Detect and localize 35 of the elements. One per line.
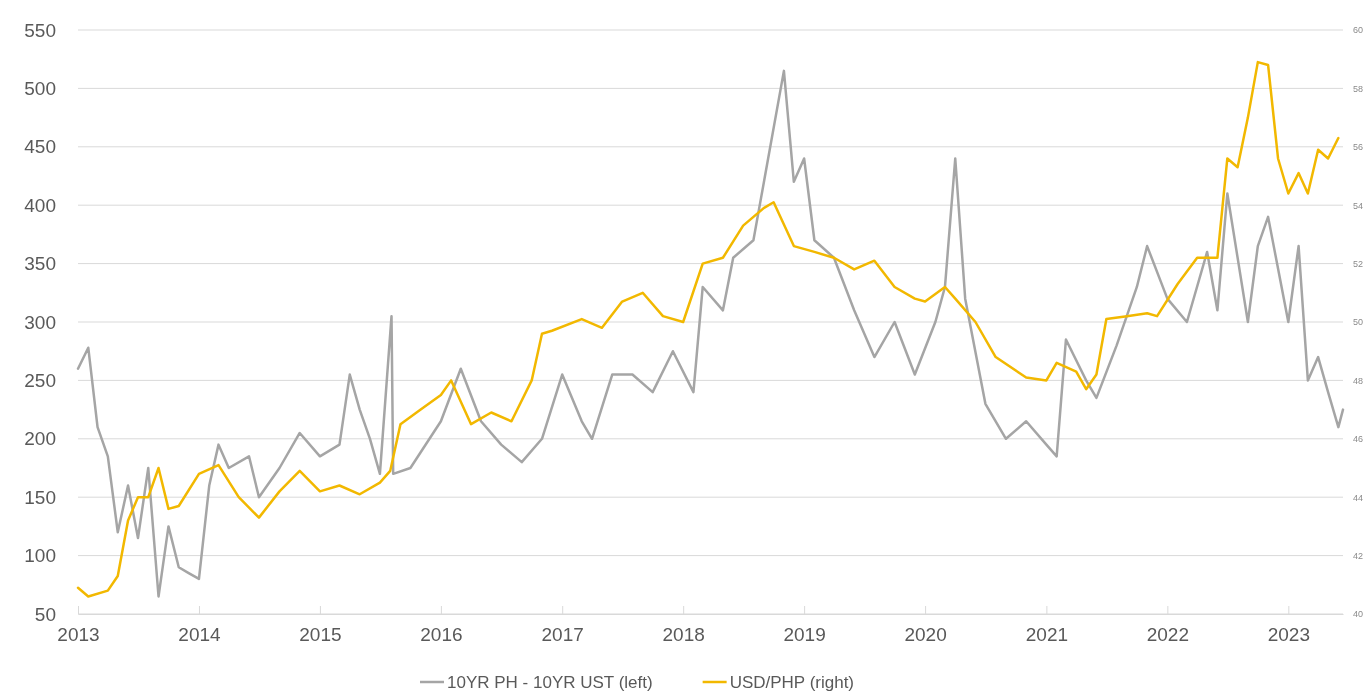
y2-tick-label: 60 bbox=[1353, 25, 1364, 36]
y2-tick-label: 52 bbox=[1353, 258, 1364, 269]
y2-tick-label: 48 bbox=[1353, 375, 1364, 386]
x-tick-label: 2013 bbox=[57, 624, 100, 646]
y-tick-label: 200 bbox=[24, 428, 56, 450]
y2-tick-label: 46 bbox=[1353, 434, 1364, 445]
x-tick-label: 2022 bbox=[1146, 624, 1189, 646]
y-tick-label: 350 bbox=[24, 253, 56, 275]
y2-tick-label: 54 bbox=[1353, 200, 1364, 211]
x-tick-label: 2015 bbox=[299, 624, 342, 646]
legend-label: USD/PHP (right) bbox=[729, 673, 855, 692]
y2-tick-label: 42 bbox=[1353, 550, 1364, 561]
y-tick-label: 300 bbox=[24, 311, 56, 333]
y2-tick-label: 40 bbox=[1353, 609, 1364, 620]
y2-tick-label: 58 bbox=[1353, 83, 1364, 94]
x-tick-label: 2023 bbox=[1267, 624, 1310, 646]
x-tick-label: 2021 bbox=[1025, 624, 1069, 646]
y-tick-label: 250 bbox=[24, 369, 56, 391]
y-tick-label: 100 bbox=[24, 545, 56, 567]
x-tick-label: 2019 bbox=[783, 624, 826, 646]
y-tick-label: 50 bbox=[34, 603, 56, 625]
y-tick-label: 550 bbox=[24, 19, 56, 41]
y2-tick-label: 44 bbox=[1353, 492, 1364, 503]
y-tick-label: 500 bbox=[24, 77, 56, 99]
y2-tick-label: 56 bbox=[1353, 142, 1364, 153]
y-tick-label: 450 bbox=[24, 136, 56, 158]
legend-label: 10YR PH - 10YR UST (left) bbox=[447, 673, 653, 692]
x-tick-label: 2018 bbox=[662, 624, 705, 646]
x-tick-label: 2014 bbox=[178, 624, 222, 646]
y-tick-label: 150 bbox=[24, 486, 56, 508]
x-tick-label: 2020 bbox=[904, 624, 947, 646]
x-tick-label: 2016 bbox=[420, 624, 463, 646]
x-tick-label: 2017 bbox=[541, 624, 584, 646]
y2-tick-label: 50 bbox=[1353, 317, 1364, 328]
y-tick-label: 400 bbox=[24, 194, 56, 216]
